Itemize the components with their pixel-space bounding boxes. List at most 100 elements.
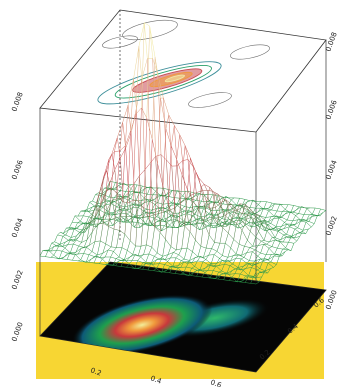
wire-segment (81, 229, 85, 243)
wire-segment (195, 193, 200, 201)
wire-segment (271, 246, 278, 249)
wire-segment (234, 224, 239, 229)
wire-segment (168, 190, 173, 197)
wire-segment (283, 234, 287, 236)
wire-segment (224, 220, 228, 224)
wire-segment (118, 220, 122, 223)
wire-segment (256, 219, 260, 228)
wire-segment (163, 97, 170, 115)
wire-segment (94, 254, 98, 257)
wireframe-surface (39, 22, 327, 285)
wire-segment (289, 226, 295, 230)
wire-segment (124, 105, 129, 146)
wire-segment (151, 139, 158, 164)
wire-segment (273, 264, 277, 268)
wire-segment (257, 258, 261, 264)
wire-segment (320, 208, 327, 211)
wire-segment (156, 263, 160, 269)
wire-segment (185, 199, 189, 222)
wire-segment (232, 258, 236, 265)
wire-segment (184, 225, 191, 232)
wire-segment (67, 239, 72, 245)
wire-segment (240, 213, 245, 220)
wire-segment (157, 163, 164, 187)
wire-segment (279, 248, 283, 256)
wire-segment (171, 125, 175, 147)
wire-segment (300, 220, 307, 223)
wire-segment (202, 220, 206, 224)
wire-segment (64, 244, 69, 249)
wire-segment (249, 251, 253, 261)
wire-segment (198, 177, 205, 185)
wire-segment (243, 211, 248, 214)
wire-segment (155, 225, 160, 228)
wire-segment (279, 203, 283, 205)
wire-segment (235, 217, 242, 220)
wire-segment (152, 58, 156, 157)
wire-segment (176, 198, 181, 205)
wire-segment (140, 208, 145, 247)
wire-segment (179, 200, 183, 205)
wire-segment (186, 231, 191, 249)
wire-segment (279, 211, 283, 218)
wire-segment (142, 217, 146, 224)
wire-segment (252, 249, 256, 252)
wire-segment (145, 223, 152, 226)
wire-segment (292, 219, 299, 222)
wire-segment (126, 263, 130, 268)
wire-segment (48, 246, 55, 251)
wire-segment (105, 226, 109, 244)
wire-segment (162, 239, 166, 257)
wire-segment (225, 216, 232, 221)
wire-segment (274, 231, 279, 238)
wire-segment (156, 216, 163, 220)
wire-segment (233, 223, 237, 240)
wire-segment (266, 230, 273, 238)
wire-segment (251, 213, 255, 215)
wire-segment (285, 236, 289, 239)
wire-segment (84, 223, 88, 231)
wire-segment (298, 206, 302, 214)
wire-segment (179, 134, 186, 146)
wire-segment (186, 266, 192, 269)
wire-segment (205, 264, 209, 269)
wire-segment (166, 266, 171, 271)
wire-segment (308, 216, 313, 222)
wire-segment (129, 211, 136, 217)
wire-segment (227, 209, 234, 213)
wire-segment (130, 133, 135, 184)
wire-segment (100, 176, 104, 205)
wire-segment (143, 117, 148, 210)
wire-segment (213, 254, 220, 259)
wire-segment (205, 234, 210, 249)
wire-segment (248, 214, 253, 223)
wire-segment (256, 272, 260, 278)
wire-segment (258, 201, 262, 205)
wire-segment (94, 224, 99, 242)
wire-segment (159, 206, 163, 211)
wire-segment (191, 271, 195, 276)
wire-segment (146, 199, 153, 201)
wire-segment (255, 215, 262, 224)
wire-segment (187, 198, 194, 203)
wire-segment (89, 231, 93, 246)
wire-segment (257, 252, 261, 257)
wire-segment (157, 202, 164, 205)
wire-segment (158, 271, 162, 273)
wire-segment (114, 189, 121, 191)
wire-segment (142, 261, 146, 263)
wire-segment (223, 216, 227, 227)
wire-segment (162, 257, 166, 261)
wire-segment (191, 224, 195, 227)
wire-segment (300, 230, 304, 234)
wire-segment (252, 215, 257, 221)
wire-segment (149, 26, 153, 59)
wire-segment (128, 192, 132, 217)
wire-segment (159, 220, 165, 222)
wire-segment (303, 208, 308, 215)
wire-segment (277, 231, 284, 236)
wire-segment (204, 194, 208, 196)
wire-segment (154, 57, 159, 76)
wire-segment (260, 244, 264, 254)
tick-r-3: 0.004 (324, 159, 339, 181)
